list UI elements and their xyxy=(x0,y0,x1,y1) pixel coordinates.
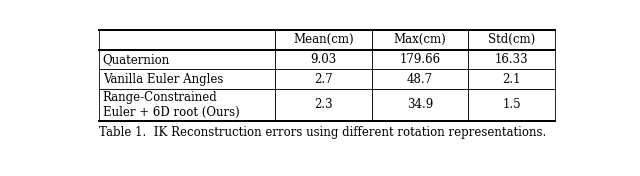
Text: Table 1.  IK Reconstruction errors using different rotation representations.: Table 1. IK Reconstruction errors using … xyxy=(99,126,546,139)
Text: 9.03: 9.03 xyxy=(310,53,337,66)
Text: 34.9: 34.9 xyxy=(407,98,433,111)
Text: Range-Constrained
Euler + 6D root (Ours): Range-Constrained Euler + 6D root (Ours) xyxy=(103,91,239,119)
Text: 2.7: 2.7 xyxy=(314,73,333,86)
Text: Mean(cm): Mean(cm) xyxy=(293,33,354,46)
Text: 179.66: 179.66 xyxy=(399,53,440,66)
Text: Max(cm): Max(cm) xyxy=(394,33,446,46)
Text: Std(cm): Std(cm) xyxy=(488,33,536,46)
Text: 2.1: 2.1 xyxy=(502,73,521,86)
Text: 1.5: 1.5 xyxy=(502,98,521,111)
Text: 2.3: 2.3 xyxy=(314,98,333,111)
Text: Quaternion: Quaternion xyxy=(103,53,170,66)
Text: 16.33: 16.33 xyxy=(495,53,529,66)
Text: Vanilla Euler Angles: Vanilla Euler Angles xyxy=(103,73,223,86)
Text: 48.7: 48.7 xyxy=(407,73,433,86)
